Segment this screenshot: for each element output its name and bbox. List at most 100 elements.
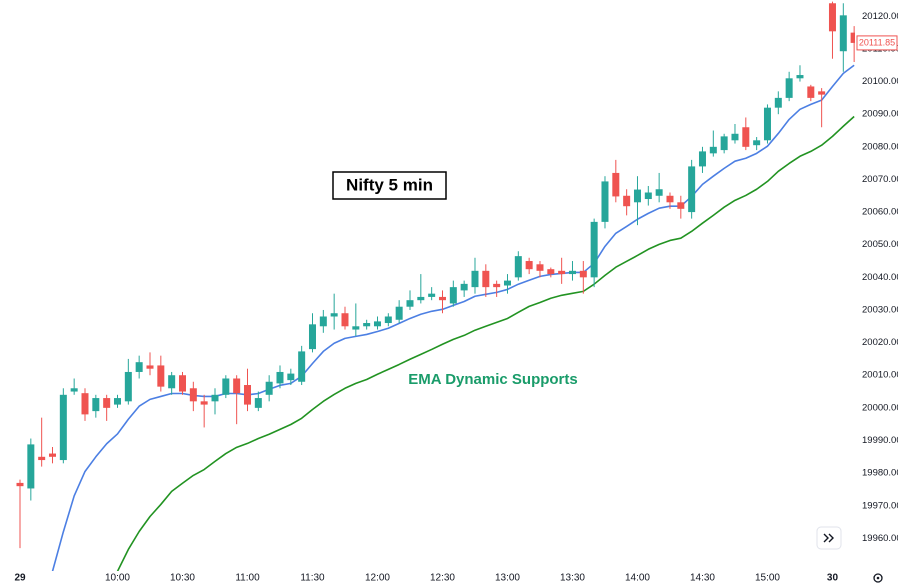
candle-body — [157, 365, 165, 387]
candle-body — [222, 378, 230, 395]
candle-body — [211, 394, 219, 402]
x-tick-label: 13:30 — [560, 573, 585, 584]
y-tick-label: 20060.00 — [862, 207, 898, 218]
y-tick-label: 20080.00 — [862, 141, 898, 152]
candle-body — [265, 381, 273, 395]
ema-line — [51, 64, 855, 571]
candle-body — [503, 280, 511, 286]
candle-body — [373, 321, 381, 327]
candle-body — [688, 166, 696, 213]
candle-body — [363, 323, 371, 327]
candle-body — [124, 371, 132, 402]
y-tick-label: 19990.00 — [862, 435, 898, 446]
candle-body — [113, 398, 121, 405]
x-tick-label: 12:00 — [365, 573, 390, 584]
candle-body — [807, 86, 815, 98]
plot-area — [16, 1, 855, 571]
candle-body — [590, 221, 598, 278]
candle-body — [612, 172, 620, 197]
y-tick-label: 20070.00 — [862, 174, 898, 185]
candle-body — [38, 456, 46, 461]
candle-body — [200, 401, 208, 405]
candle-body — [774, 97, 782, 108]
settings-button[interactable] — [873, 573, 883, 583]
candle-body — [828, 3, 836, 32]
candle-body — [796, 75, 804, 79]
candle-body — [633, 189, 641, 203]
x-tick-label: 30 — [827, 573, 839, 584]
candle-body — [482, 270, 490, 288]
candle-body — [471, 270, 479, 288]
scroll-button-box[interactable] — [816, 526, 842, 550]
y-tick-label: 19970.00 — [862, 500, 898, 511]
candle-body — [48, 453, 56, 457]
candle-body — [514, 256, 522, 278]
candle-body — [406, 300, 414, 307]
annotation-box — [332, 171, 447, 200]
x-tick-label: 13:00 — [495, 573, 520, 584]
x-tick-label: 14:00 — [625, 573, 650, 584]
candle-body — [189, 388, 197, 402]
y-tick-label: 20090.00 — [862, 109, 898, 120]
candle-body — [460, 283, 468, 291]
candle-body — [525, 261, 533, 270]
candle-body — [103, 398, 111, 408]
x-tick-label: 14:30 — [690, 573, 715, 584]
y-axis: 19960.00 19970.00 19980.00 19990.00 20000.00… — [856, 11, 898, 544]
last-price-label: 20111.85 — [859, 37, 895, 47]
candle-body — [276, 371, 284, 384]
y-tick-label: 20120.00 — [862, 11, 898, 22]
candle-body — [233, 378, 241, 394]
candle-body — [352, 326, 360, 330]
candle-body — [449, 287, 457, 304]
y-tick-label: 19980.00 — [862, 468, 898, 479]
last-price-box — [856, 35, 898, 51]
candle-body — [655, 189, 663, 196]
candle-body — [742, 127, 750, 147]
candle-body — [644, 192, 652, 200]
candle-body — [818, 91, 826, 95]
x-tick-label: 10:30 — [170, 573, 195, 584]
candle-body — [319, 316, 327, 327]
candle-body — [536, 264, 544, 271]
candle-body — [395, 306, 403, 320]
candle-body — [287, 373, 295, 381]
candle-body — [16, 482, 24, 487]
candle-body — [666, 195, 674, 203]
x-tick-label: 11:30 — [300, 573, 325, 584]
candle-body — [254, 398, 262, 408]
candle-body — [601, 181, 609, 222]
scroll-button[interactable] — [816, 526, 842, 550]
candle-body — [146, 365, 154, 369]
y-tick-label: 20100.00 — [862, 76, 898, 87]
candle-body — [558, 270, 566, 275]
settings-icon-dot — [876, 576, 880, 580]
candle-body — [720, 136, 728, 151]
candle-body — [709, 146, 717, 154]
candle-body — [753, 140, 761, 146]
annotations: Nifty 5 min EMA Dynamic Supports — [332, 171, 578, 388]
scroll-icon — [823, 533, 834, 543]
candle-body — [81, 393, 89, 415]
candle-body — [731, 133, 739, 141]
candle-body — [763, 107, 771, 141]
candle-body — [438, 296, 446, 301]
candle-body — [243, 385, 251, 405]
y-tick-label: 20030.00 — [862, 304, 898, 315]
y-tick-label: 20000.00 — [862, 402, 898, 413]
candle-body — [330, 313, 338, 317]
candle-body — [568, 270, 576, 275]
ema-line — [116, 115, 855, 571]
y-tick-label: 20020.00 — [862, 337, 898, 348]
candle-body — [839, 15, 847, 52]
candle-body — [27, 444, 35, 489]
x-tick-label: 11:00 — [235, 573, 260, 584]
candle-body — [308, 324, 316, 350]
settings-icon[interactable] — [873, 573, 883, 583]
y-tick-label: 19960.00 — [862, 533, 898, 544]
candle-body — [135, 362, 143, 372]
y-tick-label: 20010.00 — [862, 370, 898, 381]
candle-body — [298, 351, 306, 382]
y-tick-label: 20050.00 — [862, 239, 898, 250]
